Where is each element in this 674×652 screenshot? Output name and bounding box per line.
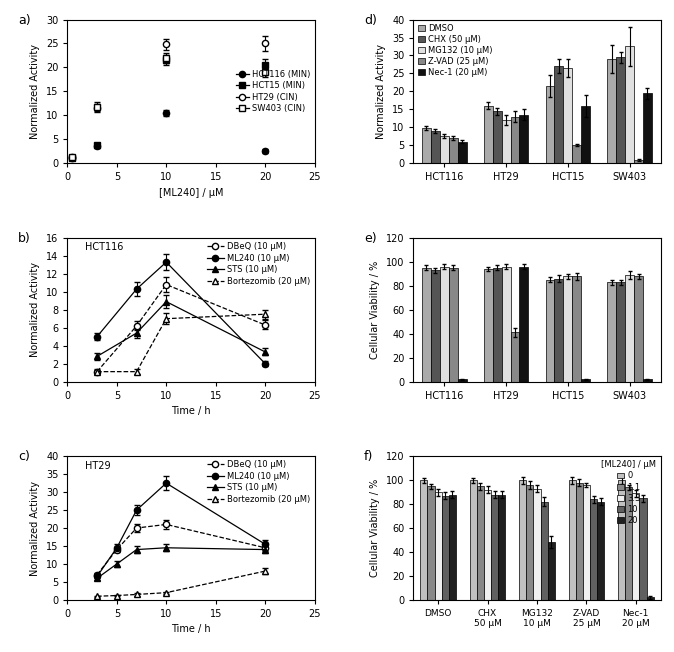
Bar: [526, 485, 533, 600]
Bar: [510, 117, 520, 163]
Bar: [616, 57, 625, 163]
Bar: [520, 267, 528, 381]
Bar: [470, 480, 477, 600]
Bar: [491, 494, 498, 600]
Y-axis label: Normalized Activity: Normalized Activity: [376, 44, 386, 139]
Bar: [484, 269, 493, 381]
Bar: [632, 494, 640, 600]
Bar: [427, 486, 435, 600]
Bar: [545, 86, 555, 163]
Y-axis label: Cellular Viability / %: Cellular Viability / %: [370, 261, 380, 359]
Bar: [581, 106, 590, 163]
X-axis label: [ML240] / μM: [ML240] / μM: [158, 188, 223, 198]
Bar: [643, 93, 652, 163]
Bar: [563, 68, 572, 163]
Bar: [640, 498, 646, 600]
Bar: [440, 267, 449, 381]
Bar: [449, 138, 458, 163]
Bar: [510, 333, 520, 381]
Bar: [533, 488, 541, 600]
Text: b): b): [18, 232, 31, 245]
Legend: DBeQ (10 μM), ML240 (10 μM), STS (10 μM), Bortezomib (20 μM): DBeQ (10 μM), ML240 (10 μM), STS (10 μM)…: [207, 460, 310, 504]
Bar: [555, 67, 563, 163]
Bar: [607, 282, 616, 381]
X-axis label: Time / h: Time / h: [171, 625, 211, 634]
Y-axis label: Cellular Viability / %: Cellular Viability / %: [370, 479, 380, 577]
Bar: [501, 267, 510, 381]
Bar: [422, 128, 431, 163]
Y-axis label: Normalized Activity: Normalized Activity: [30, 262, 40, 357]
Bar: [625, 487, 632, 600]
Bar: [493, 268, 501, 381]
Bar: [421, 480, 427, 600]
X-axis label: Time / h: Time / h: [171, 406, 211, 416]
Bar: [493, 111, 501, 163]
Bar: [458, 141, 466, 163]
Bar: [572, 276, 581, 381]
Bar: [449, 494, 456, 600]
Bar: [555, 278, 563, 381]
Bar: [484, 490, 491, 600]
Y-axis label: Normalized Activity: Normalized Activity: [30, 44, 40, 139]
Bar: [625, 46, 634, 163]
Bar: [458, 379, 466, 381]
Text: HT29: HT29: [85, 460, 111, 471]
Bar: [484, 106, 493, 163]
Bar: [569, 480, 576, 600]
Legend: HCT116 (MIN), HCT15 (MIN), HT29 (CIN), SW403 (CIN): HCT116 (MIN), HCT15 (MIN), HT29 (CIN), S…: [236, 70, 310, 113]
Bar: [625, 275, 634, 381]
Text: f): f): [364, 451, 373, 464]
Bar: [646, 597, 654, 600]
Y-axis label: Normalized Activity: Normalized Activity: [30, 481, 40, 576]
Bar: [607, 59, 616, 163]
Bar: [498, 494, 506, 600]
Text: c): c): [18, 451, 30, 464]
Bar: [634, 276, 643, 381]
Bar: [435, 492, 441, 600]
Bar: [616, 282, 625, 381]
Bar: [548, 542, 555, 600]
Bar: [441, 496, 449, 600]
Bar: [597, 501, 604, 600]
Text: HCT116: HCT116: [85, 242, 123, 252]
Bar: [583, 485, 590, 600]
Bar: [581, 379, 590, 381]
Bar: [643, 379, 652, 381]
Bar: [440, 136, 449, 163]
Bar: [618, 480, 625, 600]
Bar: [477, 486, 484, 600]
Legend: 0, 1.1, 3.3, 10, 20: 0, 1.1, 3.3, 10, 20: [601, 460, 656, 525]
Bar: [501, 120, 510, 163]
Legend: DBeQ (10 μM), ML240 (10 μM), STS (10 μM), Bortezomib (20 μM): DBeQ (10 μM), ML240 (10 μM), STS (10 μM)…: [207, 242, 310, 286]
Text: d): d): [364, 14, 377, 27]
Bar: [545, 280, 555, 381]
Bar: [422, 268, 431, 381]
Bar: [634, 160, 643, 163]
Text: e): e): [364, 232, 377, 245]
Bar: [520, 115, 528, 163]
Bar: [431, 131, 440, 163]
Bar: [431, 270, 440, 381]
Bar: [519, 480, 526, 600]
Legend: DMSO, CHX (50 μM), MG132 (10 μM), Z-VAD (25 μM), Nec-1 (20 μM): DMSO, CHX (50 μM), MG132 (10 μM), Z-VAD …: [418, 23, 493, 77]
Bar: [541, 501, 548, 600]
Bar: [572, 145, 581, 163]
Bar: [576, 482, 583, 600]
Bar: [563, 276, 572, 381]
Bar: [449, 268, 458, 381]
Bar: [590, 499, 597, 600]
Text: a): a): [18, 14, 30, 27]
